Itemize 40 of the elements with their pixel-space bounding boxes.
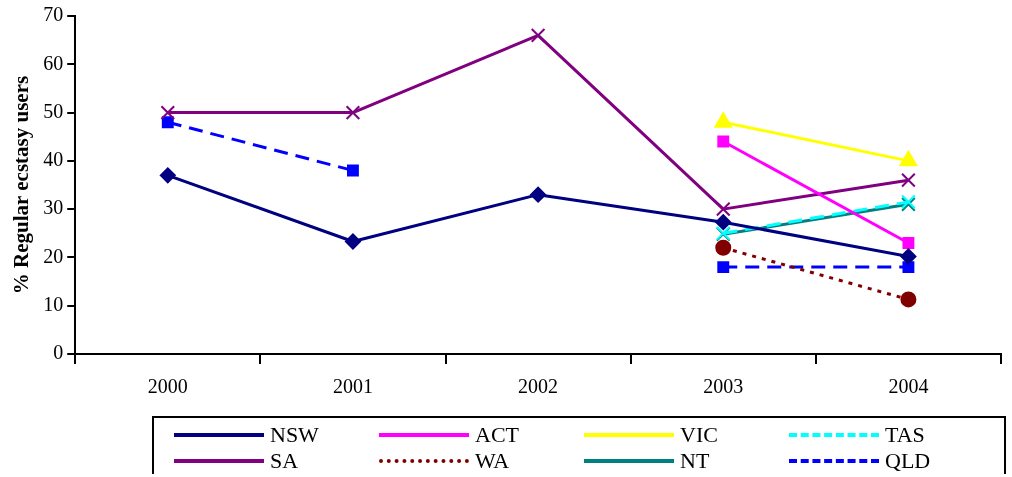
point xyxy=(159,167,176,184)
legend-label: NT xyxy=(680,448,710,474)
point xyxy=(902,236,915,249)
y-tick-label: 50 xyxy=(43,99,64,122)
point xyxy=(901,172,916,188)
y-axis-title: % Regular ecstasy users xyxy=(9,75,34,295)
point xyxy=(902,261,915,274)
point xyxy=(530,186,547,203)
legend-label: SA xyxy=(270,448,299,474)
x-tick-label: 2003 xyxy=(703,375,744,398)
point xyxy=(900,291,917,308)
legend-label: ACT xyxy=(475,422,519,448)
point xyxy=(717,135,730,148)
y-tick-label: 40 xyxy=(43,148,64,171)
point xyxy=(160,105,176,120)
point xyxy=(715,201,731,217)
point xyxy=(344,233,361,250)
y-tick-label: 60 xyxy=(43,51,64,74)
legend-label: TAS xyxy=(885,422,925,448)
point xyxy=(715,239,732,256)
point xyxy=(530,27,546,43)
x-tick-label: 2004 xyxy=(888,375,929,398)
point xyxy=(717,261,730,274)
x-tick-label: 2001 xyxy=(332,375,373,398)
x-tick-label: 2000 xyxy=(147,375,188,398)
legend-label: NSW xyxy=(270,422,319,448)
legend-label: VIC xyxy=(680,422,718,448)
point xyxy=(900,248,917,265)
y-tick-label: 0 xyxy=(53,341,64,364)
point xyxy=(715,214,732,231)
y-tick-label: 30 xyxy=(43,196,64,219)
legend-label: WA xyxy=(475,448,510,474)
y-tick-label: 10 xyxy=(43,292,64,315)
y-tick-label: 70 xyxy=(43,3,64,26)
legend-label: QLD xyxy=(885,448,931,474)
y-tick-label: 20 xyxy=(43,244,64,267)
point xyxy=(161,116,174,129)
point xyxy=(346,164,359,177)
x-tick-label: 2002 xyxy=(518,375,559,398)
point xyxy=(345,105,361,120)
